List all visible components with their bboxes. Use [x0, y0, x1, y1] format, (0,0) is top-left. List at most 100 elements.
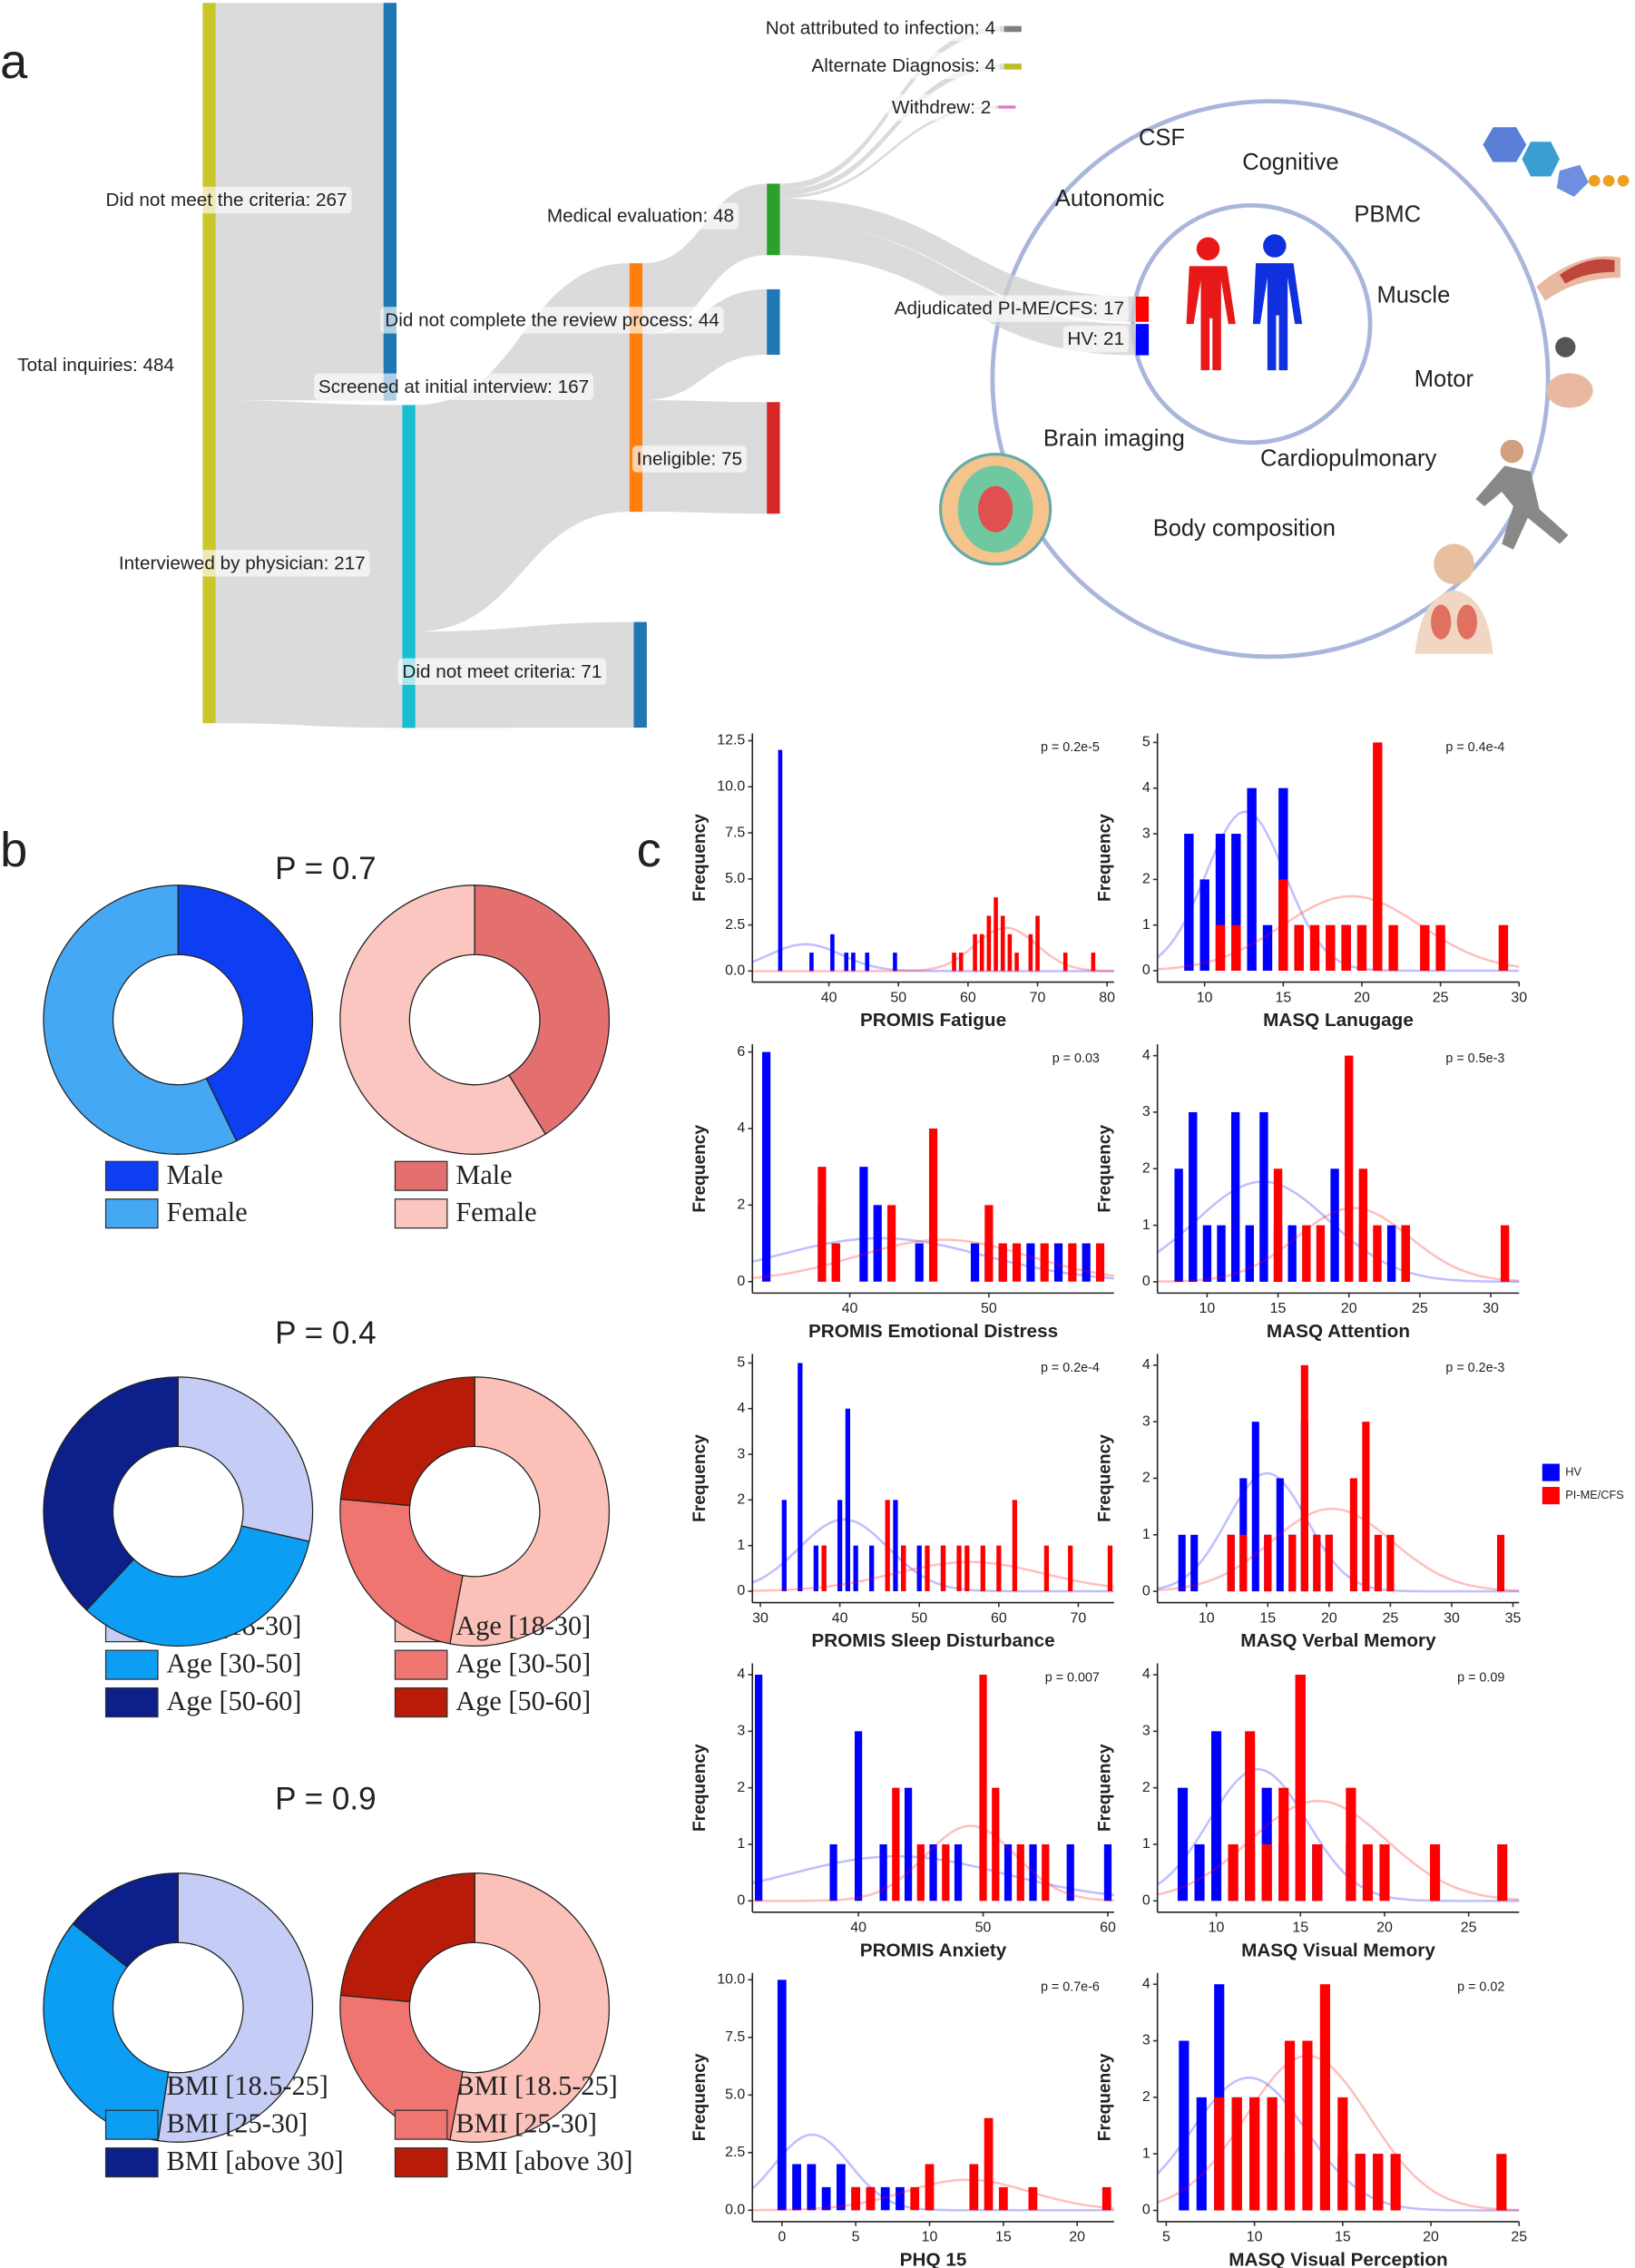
chart-title: P = 0.7: [275, 851, 376, 886]
legend-label: BMI [18.5-25]: [455, 2070, 617, 2101]
sankey-link: [779, 198, 1136, 322]
bar: [1319, 1984, 1330, 2211]
x-tick-label: 60: [1100, 1921, 1116, 1936]
bar: [1026, 1243, 1035, 1282]
bar: [1029, 1843, 1037, 1901]
histogram: 0.0 2.5 5.0 7.5 10.0 12.5 40 50 60 70 80 PROMIS Fat…: [690, 733, 1115, 1031]
bar: [969, 2164, 979, 2211]
density-curve: [1156, 1180, 1520, 1284]
bar: [1313, 1534, 1321, 1592]
bar: [1245, 1225, 1254, 1282]
legend-swatch: [104, 1649, 159, 1680]
bar: [1496, 2154, 1507, 2211]
x-tick-label: 20: [1376, 1921, 1393, 1936]
bar: [1091, 953, 1096, 972]
bar: [1278, 1787, 1289, 1901]
y-tick-label: 5: [1142, 735, 1150, 750]
bar: [1227, 1534, 1235, 1592]
y-tick-label: 7.5: [725, 2029, 745, 2045]
label-background: [631, 445, 747, 473]
bar: [854, 1731, 863, 1901]
sankey-node: [1004, 64, 1022, 70]
x-tick-label: 30: [752, 1610, 769, 1626]
bar: [998, 1243, 1007, 1282]
sankey-label: Interviewed by physician: 217: [119, 552, 366, 573]
annotation: p = 0.2e-5: [1041, 740, 1100, 755]
bar: [1068, 1545, 1073, 1592]
sankey-labels: Total inquiries: 484 Did not meet the cri…: [13, 15, 1129, 686]
bar: [1177, 1787, 1189, 1901]
sankey-label: Did not complete the review process: 44: [385, 309, 720, 330]
y-axis-title: Frequency: [1095, 2053, 1114, 2141]
density-curve: [752, 1560, 1115, 1592]
y-tick-label: 1: [1142, 917, 1150, 933]
y-tick-label: 7.5: [725, 825, 745, 840]
y-tick-label: 10.0: [717, 778, 745, 794]
bar: [1373, 2154, 1384, 2211]
density-curve: [1156, 810, 1520, 973]
bar: [1316, 1225, 1326, 1282]
bar: [998, 2186, 1008, 2211]
histogram: 0 1 2 3 4 5 10 15 20 25 MASQ Visual Perception Freq…: [1095, 1972, 1527, 2268]
y-tick-label: 0: [737, 1893, 745, 1909]
label-background: [380, 307, 724, 334]
donut-segment: [339, 1872, 475, 2003]
molecule-icon: [1522, 142, 1560, 177]
sankey-node: [383, 3, 397, 401]
label-background: [807, 52, 1000, 79]
x-axis-title: PHQ 15: [900, 2249, 967, 2268]
bar: [813, 1545, 818, 1592]
bar: [1294, 924, 1304, 972]
bar: [1430, 1843, 1441, 1901]
bar: [1062, 953, 1068, 972]
x-axis-title: MASQ Attention: [1267, 1321, 1410, 1342]
y-tick-label: 0: [1142, 963, 1150, 978]
histogram: 0.0 2.5 5.0 7.5 10.0 0 5 10 15 20 PHQ 15 Frequency p…: [690, 1972, 1114, 2268]
bar: [1239, 1478, 1248, 1592]
measure-label: CSF: [1139, 125, 1185, 151]
y-tick-label: 2.5: [725, 2145, 745, 2160]
legend-swatch: [1542, 1463, 1560, 1481]
label-background: [114, 550, 370, 577]
bar: [1189, 1111, 1198, 1282]
bar: [1362, 1843, 1373, 1901]
bar: [1184, 834, 1194, 972]
sankey-link: [779, 105, 999, 199]
brain-scan: [977, 485, 1013, 533]
x-tick-label: 25: [1412, 1301, 1428, 1316]
x-tick-label: 70: [1030, 990, 1046, 1005]
label-background: [101, 186, 352, 214]
density-curve: [751, 943, 1114, 973]
donut-segment: [339, 1376, 475, 1507]
bar: [1231, 2097, 1242, 2211]
bar: [1284, 2040, 1296, 2211]
bar: [925, 1545, 930, 1592]
bar: [755, 1675, 763, 1901]
sankey-node: [998, 105, 1016, 109]
x-tick-label: 50: [911, 1610, 927, 1626]
legend-swatch: [104, 2109, 159, 2140]
density-curve: [1157, 1507, 1520, 1592]
density-curve: [752, 1824, 1114, 1902]
sankey-label: Adjudicated PI-ME/CFS: 17: [895, 298, 1124, 319]
sankey-link: [415, 263, 630, 632]
sankey-label: Did not meet the criteria: 267: [106, 190, 348, 210]
sankey-label: Not attributed to infection: 4: [766, 17, 995, 38]
bar: [1337, 2097, 1348, 2211]
x-axis-title: MASQ Verbal Memory: [1240, 1630, 1436, 1651]
label-background: [314, 373, 594, 400]
x-tick-label: 70: [1071, 1610, 1087, 1626]
bar: [821, 2186, 831, 2211]
x-axis-title: PROMIS Fatigue: [860, 1010, 1006, 1031]
bar: [892, 1787, 900, 1901]
bar: [880, 2186, 890, 2211]
x-tick-label: 25: [1383, 1610, 1399, 1626]
donut-segment: [449, 1376, 611, 1647]
y-tick-label: 1: [1142, 1217, 1150, 1233]
annotation: p = 0.7e-6: [1041, 1980, 1100, 1994]
x-tick-label: 5: [852, 2230, 860, 2245]
bar: [1309, 924, 1320, 972]
bar: [1390, 2154, 1401, 2211]
lungs-icon: [1456, 604, 1478, 640]
bar: [1028, 2186, 1038, 2211]
